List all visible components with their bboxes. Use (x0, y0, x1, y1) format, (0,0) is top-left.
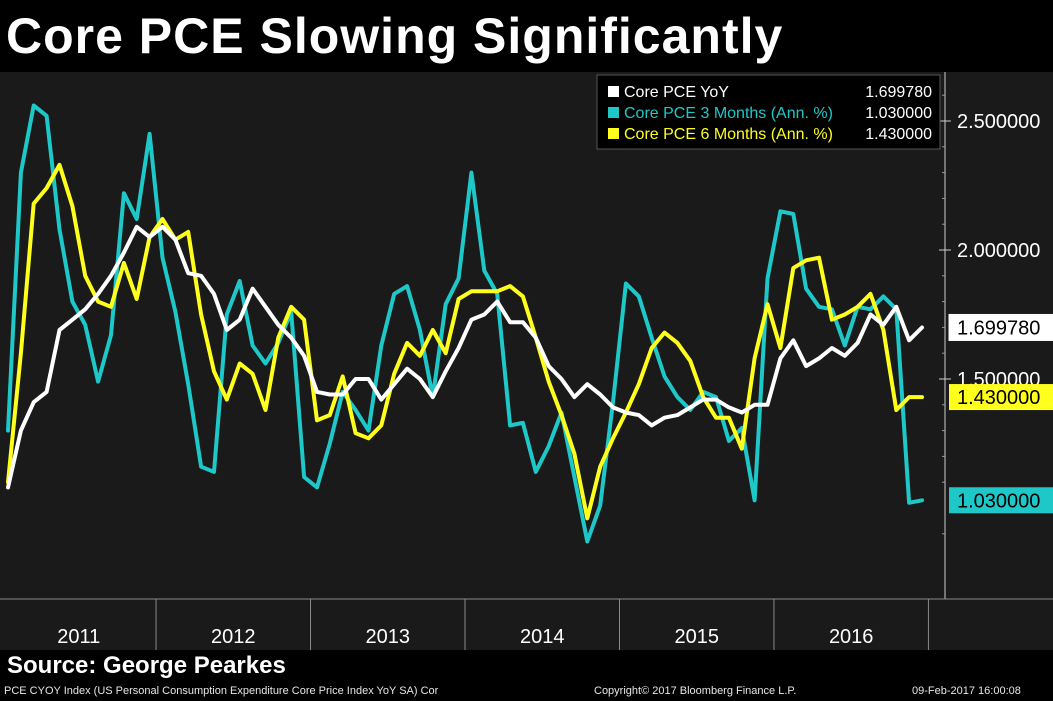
last-value-label: 1.030000 (957, 490, 1040, 512)
footer-copyright: Copyright© 2017 Bloomberg Finance L.P. (594, 685, 797, 697)
footer-ticker-description: PCE CYOY Index (US Personal Consumption … (4, 685, 439, 697)
source-credit: Source: George Pearkes (7, 652, 286, 679)
legend-series-value: 1.030000 (865, 105, 932, 122)
legend-box (596, 74, 941, 150)
x-tick-label: 2016 (829, 626, 874, 648)
last-value-label: 1.699780 (957, 317, 1040, 339)
x-tick-label: 2012 (211, 626, 256, 648)
y-tick-label: 2.500000 (957, 111, 1040, 133)
legend-series-name: Core PCE 3 Months (Ann. %) (624, 105, 833, 122)
legend-series-value: 1.699780 (865, 84, 932, 101)
plot-background (0, 72, 1053, 650)
legend: Core PCE YoY 1.699780 Core PCE 3 Months (A… (596, 74, 941, 150)
series-line-core-pce-yoy (6, 224, 924, 490)
y-tick-label: 2.000000 (957, 240, 1040, 262)
chart-title: Core PCE Slowing Significantly (6, 8, 784, 64)
legend-swatch (608, 128, 619, 139)
legend-swatch (608, 107, 619, 118)
legend-series-value: 1.430000 (865, 126, 932, 143)
legend-series-name: Core PCE YoY (624, 84, 729, 101)
footer-timestamp: 09-Feb-2017 16:00:08 (912, 685, 1021, 697)
last-value-box (949, 384, 1053, 411)
legend-swatch (608, 86, 619, 97)
legend-series-name: Core PCE 6 Months (Ann. %) (624, 126, 833, 143)
last-value-box (948, 313, 1053, 341)
series-lines (6, 103, 924, 544)
x-axis: 2011 2012 2013 2014 2015 2016 (0, 598, 1053, 650)
x-tick-label: 2013 (366, 626, 411, 648)
x-tick-label: 2011 (57, 626, 100, 648)
last-value-labels: 1.699780 1.030000 1.430000 (948, 313, 1053, 514)
last-value-box (949, 487, 1053, 514)
series-line-core-pce-3-months-ann (6, 103, 924, 544)
x-tick-label: 2014 (520, 626, 565, 648)
x-tick-label: 2015 (674, 626, 719, 648)
series-line-core-pce-6-months-ann (6, 162, 924, 521)
footer-bar: PCE CYOY Index (US Personal Consumption … (0, 682, 1053, 701)
last-value-label: 1.430000 (957, 387, 1040, 409)
